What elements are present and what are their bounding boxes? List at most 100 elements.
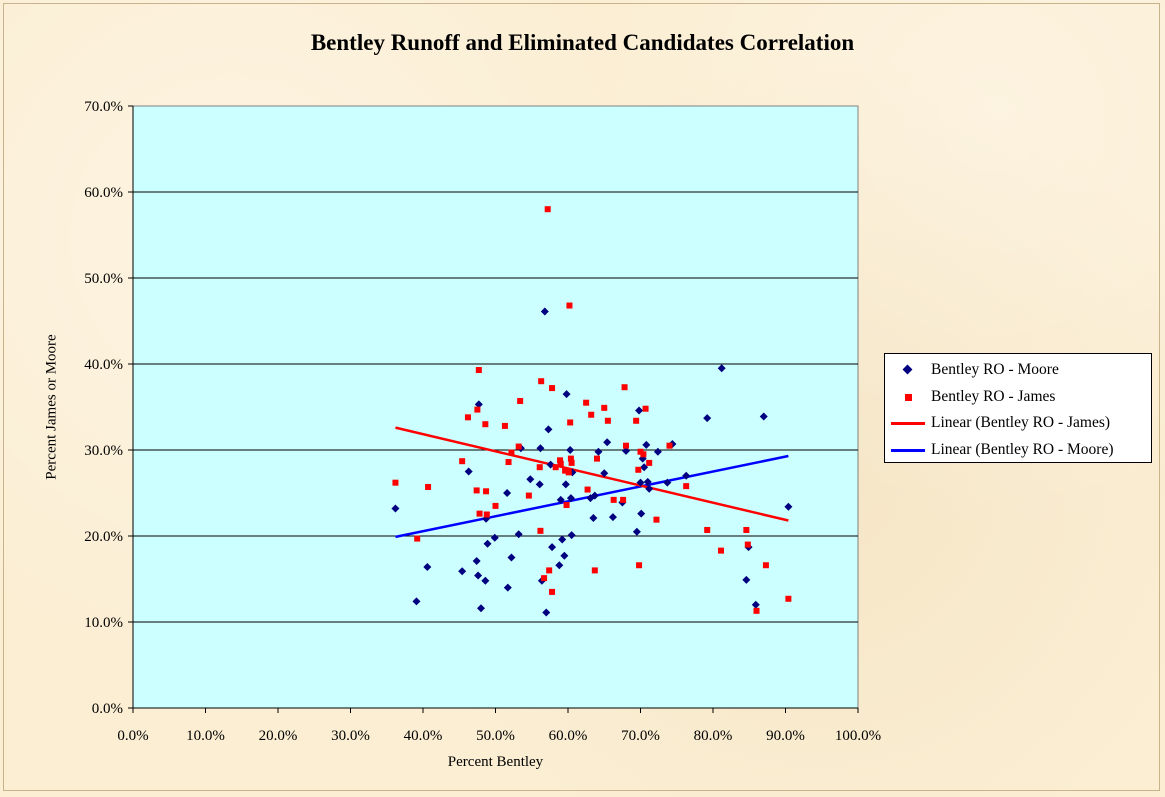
- james-data-point: [568, 459, 575, 466]
- james-data-point: [633, 417, 640, 424]
- moore-data-point: [566, 494, 575, 503]
- moore-data-point: [558, 535, 567, 544]
- james-data-point: [583, 399, 590, 406]
- moore-data-point: [603, 438, 612, 447]
- james-data-point: [636, 562, 643, 569]
- moore-data-point: [507, 553, 516, 562]
- legend-item-linear-james: Linear (Bentley RO - James): [885, 410, 1151, 437]
- james-data-point: [653, 516, 660, 523]
- james-data-point: [557, 457, 564, 464]
- moore-data-point: [590, 491, 599, 500]
- moore-data-point: [717, 364, 726, 373]
- james-data-point: [475, 367, 482, 374]
- moore-data-point: [561, 480, 570, 489]
- james-data-point: [588, 411, 595, 418]
- y-tick-label: 0.0%: [92, 701, 123, 717]
- x-tick-label: 0.0%: [117, 728, 148, 744]
- x-tick-label: 20.0%: [259, 728, 298, 744]
- moore-data-point: [540, 307, 549, 316]
- x-axis-tick-labels: 0.0% 10.0% 20.0% 30.0% 40.0% 50.0% 60.0% 70.0% 8…: [117, 708, 881, 744]
- james-trendline: [395, 426, 789, 522]
- james-data-point: [483, 511, 490, 518]
- james-data-point: [552, 464, 559, 471]
- james-data-point: [666, 442, 673, 449]
- moore-data-point: [481, 576, 490, 585]
- moore-data-point: [503, 489, 512, 497]
- james-data-point: [549, 588, 556, 595]
- james-data-point: [591, 567, 598, 574]
- data-markers: [391, 206, 793, 617]
- x-tick-label: 30.0%: [331, 728, 370, 744]
- james-data-point: [743, 526, 750, 533]
- moore-data-point: [637, 509, 646, 518]
- y-tick-label: 40.0%: [84, 357, 123, 373]
- james-data-point: [704, 526, 711, 533]
- james-data-point: [604, 417, 611, 424]
- plot-area: [132, 105, 859, 709]
- james-data-point: [476, 510, 483, 517]
- moore-data-point: [560, 551, 569, 560]
- james-data-point: [557, 460, 564, 467]
- legend-item-moore: Bentley RO - Moore: [885, 357, 1151, 384]
- james-data-point: [505, 459, 512, 466]
- james-data-point: [762, 562, 769, 569]
- james-data-point: [517, 397, 524, 404]
- moore-data-point: [464, 467, 473, 476]
- james-data-point: [536, 464, 543, 471]
- moore-data-point: [423, 562, 432, 571]
- legend-label-james: Bentley RO - James: [931, 387, 1056, 405]
- moore-data-point: [477, 604, 485, 613]
- moore-data-point: [567, 531, 576, 540]
- james-data-point: [567, 419, 574, 426]
- moore-data-point: [555, 561, 564, 570]
- x-tick-label: 90.0%: [766, 728, 805, 744]
- y-tick-label: 10.0%: [84, 615, 123, 631]
- y-tick-label: 20.0%: [84, 529, 123, 545]
- legend-label-moore: Bentley RO - Moore: [931, 361, 1059, 379]
- james-data-point: [464, 414, 471, 421]
- james-data-point: [541, 575, 548, 582]
- james-data-point: [459, 458, 466, 465]
- legend-item-linear-moore: Linear (Bentley RO - Moore): [885, 437, 1151, 464]
- james-data-point: [482, 421, 489, 428]
- james-data-point: [566, 302, 573, 309]
- moore-data-point: [594, 447, 603, 456]
- moore-data-point: [458, 567, 467, 576]
- moore-data-point: [526, 475, 535, 484]
- moore-data-point: [640, 463, 649, 472]
- james-data-point: [544, 206, 551, 213]
- james-data-point: [414, 535, 421, 542]
- moore-data-point: [645, 484, 654, 493]
- moore-data-point: [759, 412, 768, 421]
- moore-data-point: [472, 556, 481, 565]
- diamond-marker-icon: [891, 363, 925, 377]
- y-axis-title: Percent James or Moore: [43, 334, 60, 480]
- moore-data-point: [636, 478, 645, 487]
- james-data-point: [538, 378, 545, 385]
- moore-data-point: [548, 543, 557, 552]
- x-tick-label: 80.0%: [694, 728, 733, 744]
- james-data-point: [584, 486, 591, 493]
- james-data-point: [646, 459, 653, 466]
- moore-data-point: [703, 414, 712, 423]
- james-data-point: [594, 455, 600, 462]
- moore-data-point: [544, 425, 553, 434]
- moore-data-point: [542, 608, 551, 617]
- legend: Bentley RO - Moore Bentley RO - James Li…: [884, 353, 1152, 463]
- moore-data-point: [642, 440, 651, 449]
- moore-data-point: [608, 513, 617, 522]
- moore-data-point: [566, 446, 575, 454]
- moore-data-point: [474, 400, 483, 409]
- moore-data-point: [751, 600, 760, 609]
- x-tick-label: 60.0%: [549, 728, 588, 744]
- james-data-point: [508, 449, 515, 456]
- james-data-point: [515, 443, 522, 450]
- y-tick-label: 50.0%: [84, 271, 123, 287]
- james-data-point: [683, 483, 690, 490]
- moore-data-point: [682, 471, 691, 480]
- moore-data-point: [742, 575, 751, 584]
- x-tick-label: 40.0%: [404, 728, 443, 744]
- james-data-point: [610, 496, 617, 503]
- james-data-point: [635, 466, 642, 473]
